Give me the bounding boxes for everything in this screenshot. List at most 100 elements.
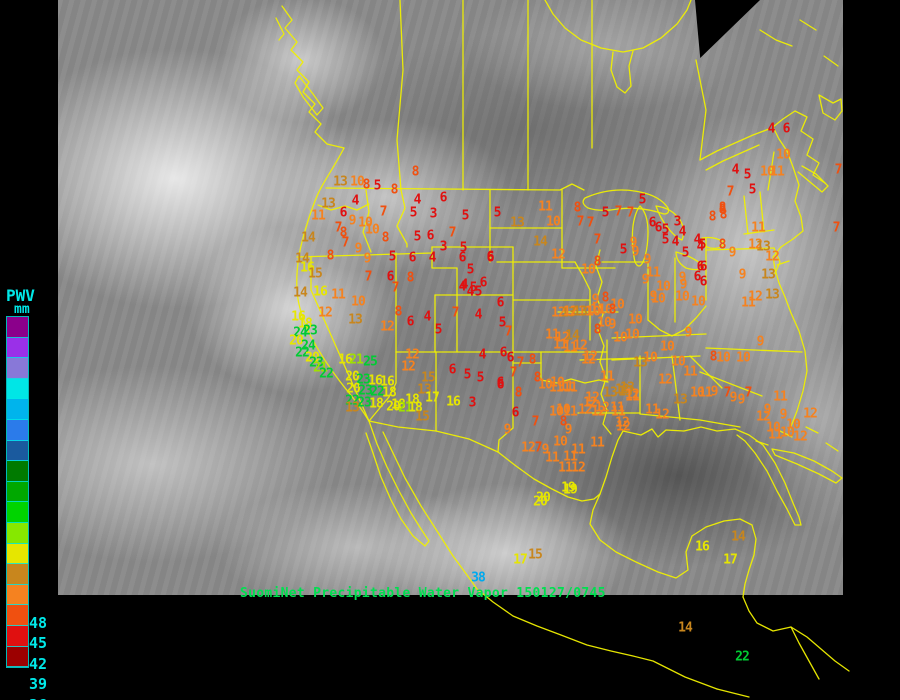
station-value: 18: [391, 397, 406, 413]
station-value: 5: [459, 240, 468, 256]
station-value: 13: [620, 380, 635, 396]
station-value: 7: [534, 440, 543, 456]
station-value: 8: [593, 322, 602, 338]
station-value: 20: [346, 381, 361, 397]
station-value: 4: [696, 239, 705, 255]
station-value: 8: [514, 385, 523, 401]
station-value: 10: [613, 330, 628, 346]
station-value: 12: [585, 390, 600, 406]
station-value: 4: [428, 250, 437, 266]
station-value: 11: [545, 450, 560, 466]
station-value: 9: [541, 442, 550, 458]
station-value: 8: [718, 202, 727, 218]
station-value: 5: [434, 322, 443, 338]
station-value: 6: [408, 250, 417, 266]
station-value: 13: [761, 267, 776, 283]
station-value: 6: [448, 362, 457, 378]
station-value: 16: [368, 373, 383, 389]
station-value: 5: [466, 262, 475, 278]
station-value: 13: [673, 392, 688, 408]
legend-color-box: [7, 646, 28, 668]
station-value: 18: [408, 400, 423, 416]
station-value: 7: [726, 184, 735, 200]
station-value: 15: [421, 370, 436, 386]
station-value: 25: [363, 354, 378, 370]
station-value: 7: [364, 269, 373, 285]
station-value: 22: [295, 345, 310, 361]
legend-color-box: [7, 378, 28, 400]
station-value: 12: [658, 372, 673, 388]
station-value: 6: [406, 314, 415, 330]
station-value: 10: [766, 420, 781, 436]
station-value: 18: [382, 385, 397, 401]
station-value: 4: [478, 347, 487, 363]
station-value: 10: [358, 215, 373, 231]
station-value: 4: [693, 232, 702, 248]
station-value: 8: [533, 370, 542, 386]
station-value: 4: [767, 121, 776, 137]
station-value: 3: [439, 239, 448, 255]
station-value: 9: [591, 292, 600, 308]
station-value: 15: [308, 266, 323, 282]
station-value: 10: [538, 377, 553, 393]
legend-tick-label: 45: [29, 634, 48, 653]
station-value: 7: [509, 365, 518, 381]
station-value: 12: [551, 247, 566, 263]
legend-unit: mm: [14, 302, 30, 317]
station-value: 8: [601, 290, 610, 306]
station-value: 10: [675, 289, 690, 305]
station-value: 4: [671, 234, 680, 250]
station-value: 7: [593, 232, 602, 248]
station-value: 9: [729, 390, 738, 406]
station-value: 12: [581, 352, 596, 368]
legend-tick-label: 39: [29, 675, 48, 694]
station-value: 6: [696, 259, 705, 275]
station-value: 38: [471, 570, 486, 586]
station-value: 12: [625, 387, 640, 403]
station-value: 11: [683, 364, 698, 380]
station-value: 8: [709, 349, 718, 365]
legend-color-box: [7, 605, 28, 626]
station-value: 10: [625, 327, 640, 343]
station-value: 13: [633, 355, 648, 371]
station-value: 10: [628, 312, 643, 328]
station-value: 9: [756, 334, 765, 350]
station-value: 23: [357, 395, 372, 411]
station-value: 12: [521, 440, 536, 456]
station-value: 17: [723, 552, 738, 568]
station-value: 16: [313, 284, 328, 300]
station-value: 10: [597, 315, 612, 331]
station-value: 10: [550, 375, 565, 391]
station-value: 7: [832, 220, 841, 236]
station-value: 5: [476, 370, 485, 386]
station-value: 13: [756, 239, 771, 255]
station-value: 20: [305, 350, 320, 366]
station-value: 13: [603, 385, 618, 401]
station-value: 7: [626, 205, 635, 221]
legend-tick-label: 36: [29, 696, 47, 700]
station-value: 11: [770, 164, 785, 180]
station-value: 6: [486, 249, 495, 265]
station-value: 16: [446, 394, 461, 410]
station-value: 5: [638, 192, 647, 208]
station-value: 14: [295, 251, 310, 267]
station-value: 7: [448, 225, 457, 241]
station-value: 9: [710, 384, 719, 400]
station-value: 17: [513, 552, 528, 568]
station-value: 12: [793, 429, 808, 445]
station-value: 9: [363, 251, 372, 267]
station-value: 14: [678, 620, 693, 636]
station-value: 4: [351, 193, 360, 209]
station-value: 9: [608, 317, 617, 333]
station-value: 10: [350, 174, 365, 190]
station-value: 10: [691, 294, 706, 310]
station-value: 18: [298, 316, 313, 332]
station-value: 12: [578, 402, 593, 418]
station-value: 8: [573, 200, 582, 216]
legend-color-box: [7, 337, 28, 359]
legend-color-box: [7, 461, 28, 482]
station-value: 6: [496, 295, 505, 311]
station-value: 9: [763, 402, 772, 418]
station-value: 12: [756, 409, 771, 425]
station-value: 6: [486, 250, 495, 266]
